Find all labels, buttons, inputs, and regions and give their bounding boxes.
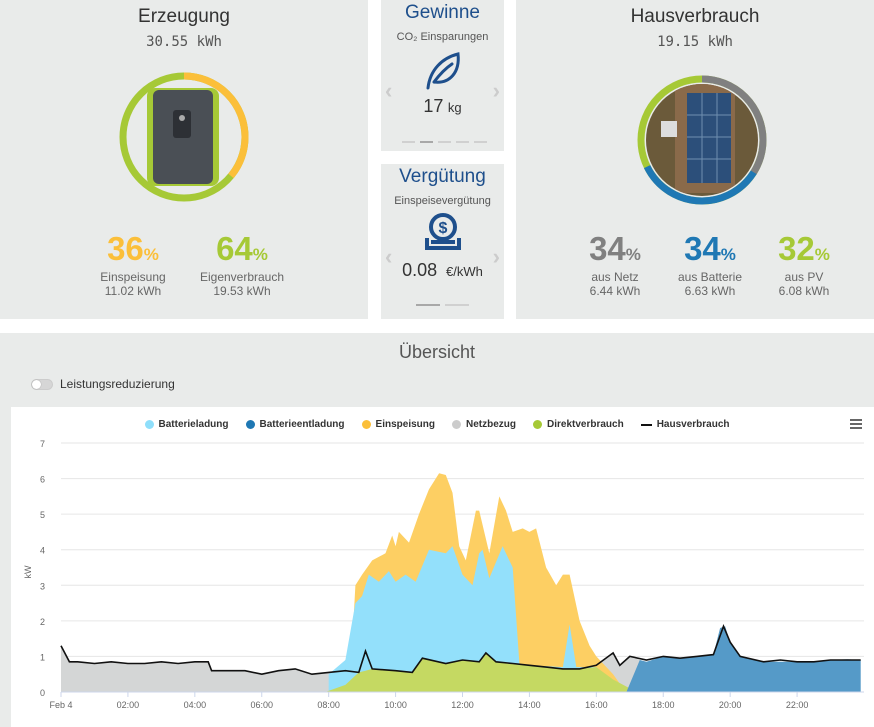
x-tick-label: 22:00 xyxy=(786,700,809,710)
y-tick-label: 0 xyxy=(40,688,45,698)
verguetung-value: 0.08 €/kWh xyxy=(402,260,483,280)
erzeugung-total: 30.55 kWh xyxy=(146,34,222,50)
aus-pv-stat: 32% aus PV 6.08 kWh xyxy=(778,230,830,298)
x-tick-label: Feb 4 xyxy=(49,700,72,710)
x-tick-label: 12:00 xyxy=(451,700,474,710)
svg-text:$: $ xyxy=(439,220,448,237)
x-tick-label: 04:00 xyxy=(184,700,207,710)
legend-item[interactable]: Einspeisung xyxy=(361,419,435,430)
x-tick-label: 10:00 xyxy=(384,700,407,710)
hausverbrauch-donut xyxy=(637,75,767,205)
legend-label: Batterieentladung xyxy=(259,419,345,430)
x-tick-label: 08:00 xyxy=(317,700,340,710)
legend-item[interactable]: Direktverbrauch xyxy=(532,419,624,430)
y-axis-label: kW xyxy=(23,565,33,579)
hausverbrauch-title: Hausverbrauch xyxy=(630,6,760,27)
chart-legend: Batterieladung Batterieentladung Einspeisu… xyxy=(0,419,874,430)
prev-arrow[interactable]: ‹ xyxy=(385,244,393,269)
toggle-label: Leistungsreduzierung xyxy=(60,377,175,391)
x-tick-label: 18:00 xyxy=(652,700,675,710)
legend-label: Hausverbrauch xyxy=(656,419,730,430)
hausverbrauch-total: 19.15 kWh xyxy=(657,34,733,50)
series-area-direktverbrauch xyxy=(325,652,680,692)
hausverbrauch-panel: Hausverbrauch 19.15 kWh 34% aus Netz 6.4… xyxy=(516,0,874,319)
legend-item[interactable]: Batterieladung xyxy=(144,419,229,430)
house-image xyxy=(646,84,758,196)
x-tick-label: 06:00 xyxy=(250,700,273,710)
x-tick-label: 20:00 xyxy=(719,700,742,710)
aus-netz-stat: 34% aus Netz 6.44 kWh xyxy=(589,230,641,298)
legend-item[interactable]: Netzbezug xyxy=(451,419,516,430)
series-line-hausverbrauch xyxy=(60,623,861,676)
series-area-batterieentladung xyxy=(626,626,861,692)
legend-item[interactable]: Batterieentladung xyxy=(245,419,345,430)
y-tick-label: 6 xyxy=(40,475,45,485)
legend-marker xyxy=(245,420,255,429)
gewinne-panel: Gewinne CO₂ Einsparungen ‹ › 17 kg xyxy=(381,0,504,151)
legend-marker xyxy=(640,423,652,426)
chart-menu-icon[interactable] xyxy=(850,419,862,429)
next-arrow[interactable]: › xyxy=(492,78,500,103)
erzeugung-panel: Erzeugung 30.55 kWh 36% Einspeisung 11.0… xyxy=(0,0,368,319)
leaf-icon xyxy=(426,52,460,90)
carousel-dots[interactable] xyxy=(402,141,487,143)
erzeugung-donut xyxy=(119,72,249,202)
legend-label: Direktverbrauch xyxy=(546,419,624,430)
legend-label: Einspeisung xyxy=(375,419,435,430)
series-area-batterieladung xyxy=(328,546,640,692)
y-tick-label: 2 xyxy=(40,617,45,627)
money-icon: $ xyxy=(425,213,461,250)
verguetung-panel: Vergütung Einspeisevergütung $ ‹ › 0.08 … xyxy=(381,164,504,319)
y-tick-label: 1 xyxy=(40,652,45,662)
erzeugung-title: Erzeugung xyxy=(138,6,230,27)
y-tick-label: 5 xyxy=(40,510,45,520)
prev-arrow[interactable]: ‹ xyxy=(385,78,393,103)
legend-item[interactable]: Hausverbrauch xyxy=(640,419,730,430)
x-tick-label: 02:00 xyxy=(117,700,140,710)
gewinne-value: 17 kg xyxy=(423,96,462,116)
eigenverbrauch-stat: 64% Eigenverbrauch 19.53 kWh xyxy=(199,230,285,298)
verguetung-title: Vergütung xyxy=(399,166,486,187)
y-tick-label: 3 xyxy=(40,581,45,591)
legend-marker xyxy=(144,420,154,429)
legend-label: Netzbezug xyxy=(465,419,516,430)
inverter-image xyxy=(147,88,219,186)
next-arrow[interactable]: › xyxy=(492,244,500,269)
y-tick-label: 4 xyxy=(40,546,45,556)
carousel-dots[interactable] xyxy=(416,304,469,306)
x-tick-label: 14:00 xyxy=(518,700,541,710)
einspeisung-stat: 36% Einspeisung 11.02 kWh xyxy=(100,230,166,298)
legend-label: Batterieladung xyxy=(158,419,229,430)
overview-title: Übersicht xyxy=(398,342,476,362)
verguetung-subtitle: Einspeisevergütung xyxy=(394,195,491,207)
y-tick-label: 7 xyxy=(40,439,45,449)
aus-batterie-stat: 34% aus Batterie 6.63 kWh xyxy=(677,230,743,298)
legend-marker xyxy=(361,420,371,429)
leistungsreduzierung-toggle[interactable] xyxy=(31,379,53,390)
legend-marker xyxy=(532,420,542,429)
legend-marker xyxy=(451,420,461,429)
x-tick-label: 16:00 xyxy=(585,700,608,710)
gewinne-subtitle: CO₂ Einsparungen xyxy=(396,31,489,43)
series-area-netzbezug xyxy=(61,645,644,692)
gewinne-title: Gewinne xyxy=(405,2,480,23)
